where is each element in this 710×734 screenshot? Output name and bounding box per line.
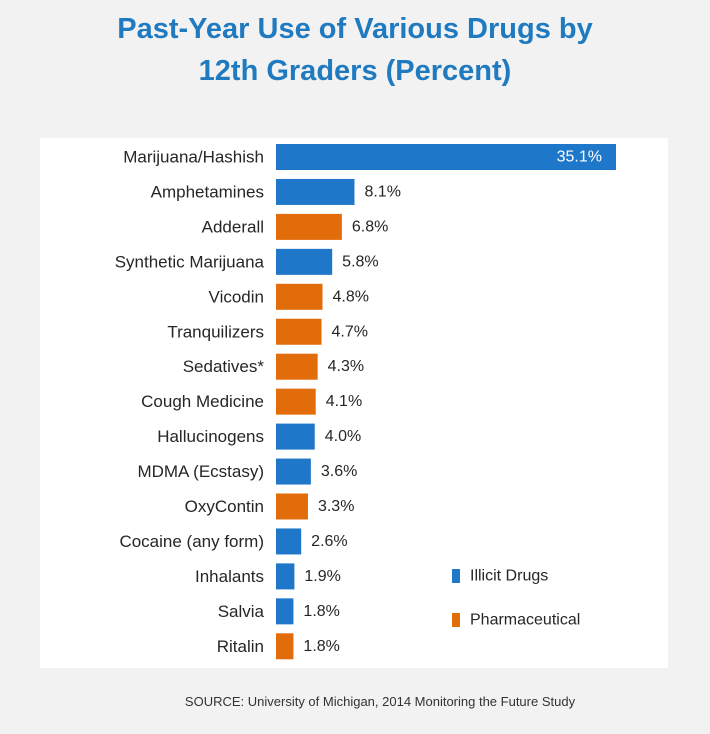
chart-panel: Marijuana/Hashish 35.1% Amphetamines 8.1% Ad… xyxy=(40,138,668,668)
category-label-adderall: Adderall xyxy=(202,217,264,236)
bar-oxycontin xyxy=(276,493,308,520)
category-label-cough-medicine: Cough Medicine xyxy=(141,392,264,411)
legend-label-pharmaceutical: Pharmaceutical xyxy=(470,612,580,629)
category-label-hallucinogens: Hallucinogens xyxy=(157,427,264,446)
category-label-cocaine-any-form: Cocaine (any form) xyxy=(119,532,264,551)
value-label-hallucinogens: 4.0% xyxy=(325,428,361,445)
value-label-mdma-ecstasy: 3.6% xyxy=(321,463,357,480)
value-label-ritalin: 1.8% xyxy=(303,638,339,655)
legend-label-illicit-drugs: Illicit Drugs xyxy=(470,568,548,585)
bar-cocaine-any-form xyxy=(276,528,302,555)
title-line-2: 12th Graders (Percent) xyxy=(198,55,512,87)
bar-chart: Marijuana/Hashish 35.1% Amphetamines 8.1% Ad… xyxy=(115,144,616,660)
category-label-oxycontin: OxyContin xyxy=(185,497,264,516)
value-label-inhalants: 1.9% xyxy=(304,568,340,585)
bar-synthetic-marijuana xyxy=(276,248,333,275)
value-label-oxycontin: 3.3% xyxy=(318,498,354,515)
category-label-mdma-ecstasy: MDMA (Ecstasy) xyxy=(137,462,264,481)
value-label-vicodin: 4.8% xyxy=(332,288,368,305)
value-label-tranquilizers: 4.7% xyxy=(332,323,368,340)
bar-sedatives xyxy=(276,353,318,380)
value-label-adderall: 6.8% xyxy=(352,218,388,235)
category-label-synthetic-marijuana: Synthetic Marijuana xyxy=(115,252,265,271)
bar-salvia xyxy=(276,598,294,625)
value-label-synthetic-marijuana: 5.8% xyxy=(342,253,378,270)
bar-ritalin xyxy=(276,633,294,660)
bar-adderall xyxy=(276,213,342,240)
category-label-sedatives: Sedatives* xyxy=(183,357,265,376)
category-label-vicodin: Vicodin xyxy=(209,287,264,306)
title-line-1: Past-Year Use of Various Drugs by xyxy=(117,13,593,45)
bar-marijuana-hashish xyxy=(276,144,616,170)
category-label-marijuana-hashish: Marijuana/Hashish xyxy=(123,148,264,167)
bar-mdma-ecstasy xyxy=(276,458,311,485)
value-label-salvia: 1.8% xyxy=(303,603,339,620)
category-label-inhalants: Inhalants xyxy=(195,567,264,586)
bar-amphetamines xyxy=(276,178,355,205)
value-label-sedatives: 4.3% xyxy=(328,358,364,375)
bar-vicodin xyxy=(276,283,323,310)
category-label-ritalin: Ritalin xyxy=(217,637,264,656)
value-label-cough-medicine: 4.1% xyxy=(326,393,362,410)
source-note: SOURCE: University of Michigan, 2014 Mon… xyxy=(184,694,576,709)
bar-tranquilizers xyxy=(276,318,322,345)
bar-hallucinogens xyxy=(276,423,315,450)
bar-inhalants xyxy=(276,563,295,590)
legend-swatch-pharmaceutical xyxy=(452,613,460,627)
category-label-tranquilizers: Tranquilizers xyxy=(167,322,264,341)
category-label-amphetamines: Amphetamines xyxy=(151,182,264,201)
legend-swatch-illicit-drugs xyxy=(452,569,460,583)
value-label-amphetamines: 8.1% xyxy=(364,183,400,200)
value-label-marijuana-hashish: 35.1% xyxy=(557,149,602,166)
chart-title: Past-Year Use of Various Drugs by 12th G… xyxy=(0,8,710,92)
category-label-salvia: Salvia xyxy=(218,602,265,621)
value-label-cocaine-any-form: 2.6% xyxy=(311,533,347,550)
bar-cough-medicine xyxy=(276,388,316,415)
